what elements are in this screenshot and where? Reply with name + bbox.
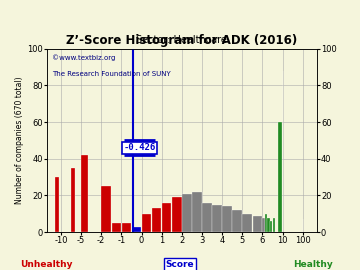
Bar	[102, 186, 111, 232]
Text: Score: Score	[166, 260, 194, 269]
Y-axis label: Number of companies (670 total): Number of companies (670 total)	[15, 77, 24, 204]
Bar	[267, 218, 270, 232]
Bar	[270, 221, 273, 232]
Title: Z’-Score Histogram for ADK (2016): Z’-Score Histogram for ADK (2016)	[66, 35, 297, 48]
Bar	[152, 208, 161, 232]
Bar	[162, 203, 171, 232]
Bar	[132, 227, 141, 232]
Text: Unhealthy: Unhealthy	[21, 260, 73, 269]
Bar	[233, 210, 242, 232]
Bar	[243, 214, 252, 232]
Bar	[182, 194, 192, 232]
Text: -0.426: -0.426	[123, 143, 156, 152]
Bar	[212, 205, 222, 232]
Bar	[142, 214, 151, 232]
Bar	[122, 223, 131, 232]
Text: The Research Foundation of SUNY: The Research Foundation of SUNY	[52, 71, 171, 77]
Bar	[55, 177, 59, 232]
Bar	[192, 192, 202, 232]
Bar	[202, 203, 212, 232]
Bar	[265, 214, 267, 232]
Bar	[273, 218, 275, 232]
Bar	[81, 155, 87, 232]
Text: Sector: Healthcare: Sector: Healthcare	[136, 35, 227, 45]
Text: ©www.textbiz.org: ©www.textbiz.org	[52, 54, 116, 61]
Bar	[222, 207, 232, 232]
Bar	[71, 168, 75, 232]
Bar	[112, 223, 121, 232]
Bar	[278, 122, 283, 232]
Bar	[253, 216, 262, 232]
Bar	[172, 197, 181, 232]
Bar	[262, 218, 265, 232]
Text: Healthy: Healthy	[293, 260, 333, 269]
